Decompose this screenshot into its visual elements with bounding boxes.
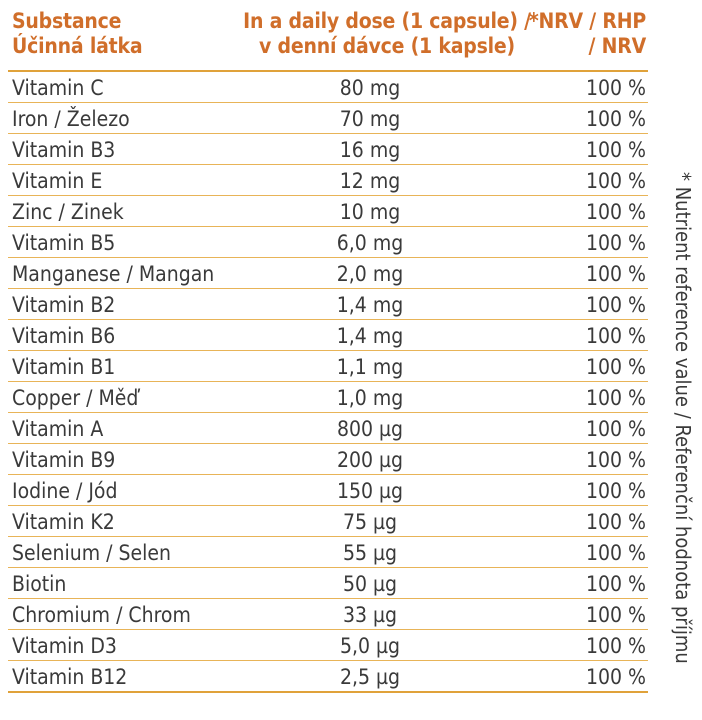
cell-dose: 75 µg — [342, 510, 398, 534]
cell-nrv: 100 % — [585, 417, 646, 441]
header-nrv: *NRV / RHP / NRV — [528, 9, 646, 58]
cell-dose: 70 mg — [339, 107, 401, 131]
footnote-nrv: * Nutrient reference value / Referenční … — [671, 172, 695, 664]
table-row: Vitamin A 800 µg 100 % — [8, 413, 648, 444]
cell-substance: Iodine / Jód — [12, 479, 118, 503]
cell-nrv: 100 % — [585, 479, 646, 503]
table-row: Vitamin B1 1,1 mg 100 % — [8, 351, 648, 382]
cell-substance: Vitamin B5 — [12, 231, 116, 255]
cell-substance: Vitamin C — [12, 76, 104, 100]
cell-dose: 12 mg — [339, 169, 401, 193]
header-substance: Substance Účinná látka — [12, 9, 143, 58]
table-row: Vitamin B9 200 µg 100 % — [8, 444, 648, 475]
table-body: Vitamin C 80 mg 100 % Iron / Železo 70 mg 100… — [8, 72, 648, 693]
cell-nrv: 100 % — [585, 76, 646, 100]
table-header: Substance Účinná látka In a daily dose (… — [8, 6, 648, 72]
cell-substance: Biotin — [12, 572, 67, 596]
cell-substance: Vitamin B2 — [12, 293, 116, 317]
cell-substance: Iron / Železo — [12, 107, 130, 131]
cell-nrv: 100 % — [585, 138, 646, 162]
table-row: Selenium / Selen 55 µg 100 % — [8, 537, 648, 568]
cell-substance: Vitamin D3 — [12, 634, 117, 658]
table-row: Copper / Měď 1,0 mg 100 % — [8, 382, 648, 413]
cell-substance: Chromium / Chrom — [12, 603, 191, 627]
cell-nrv: 100 % — [585, 200, 646, 224]
cell-nrv: 100 % — [585, 293, 646, 317]
cell-dose: 1,0 mg — [336, 386, 404, 410]
cell-substance: Copper / Měď — [12, 386, 139, 410]
cell-nrv: 100 % — [585, 355, 646, 379]
table-row: Zinc / Zinek 10 mg 100 % — [8, 196, 648, 227]
cell-substance: Vitamin B1 — [12, 355, 116, 379]
cell-dose: 55 µg — [342, 541, 398, 565]
cell-nrv: 100 % — [585, 107, 646, 131]
cell-dose: 50 µg — [342, 572, 398, 596]
table-row: Iron / Železo 70 mg 100 % — [8, 103, 648, 134]
table-row: Vitamin E 12 mg 100 % — [8, 165, 648, 196]
cell-dose: 150 µg — [336, 479, 404, 503]
cell-substance: Manganese / Mangan — [12, 262, 215, 286]
table-row: Vitamin B5 6,0 mg 100 % — [8, 227, 648, 258]
cell-dose: 6,0 mg — [336, 231, 404, 255]
cell-dose: 1,4 mg — [336, 293, 404, 317]
cell-dose: 16 mg — [339, 138, 401, 162]
cell-substance: Vitamin K2 — [12, 510, 115, 534]
table-row: Vitamin D3 5,0 µg 100 % — [8, 630, 648, 661]
cell-dose: 10 mg — [339, 200, 401, 224]
cell-nrv: 100 % — [585, 448, 646, 472]
cell-substance: Zinc / Zinek — [12, 200, 124, 224]
cell-nrv: 100 % — [585, 169, 646, 193]
cell-substance: Vitamin B6 — [12, 324, 116, 348]
cell-substance: Vitamin A — [12, 417, 104, 441]
cell-nrv: 100 % — [585, 665, 646, 689]
table-row: Vitamin B12 2,5 µg 100 % — [8, 661, 648, 693]
cell-nrv: 100 % — [585, 634, 646, 658]
cell-dose: 33 µg — [342, 603, 398, 627]
cell-dose: 200 µg — [336, 448, 404, 472]
cell-dose: 5,0 µg — [339, 634, 401, 658]
cell-nrv: 100 % — [585, 541, 646, 565]
table-row: Chromium / Chrom 33 µg 100 % — [8, 599, 648, 630]
table-row: Vitamin B3 16 mg 100 % — [8, 134, 648, 165]
cell-dose: 2,5 µg — [339, 665, 401, 689]
cell-nrv: 100 % — [585, 572, 646, 596]
table-row: Vitamin B2 1,4 mg 100 % — [8, 289, 648, 320]
cell-substance: Vitamin B12 — [12, 665, 128, 689]
table-row: Vitamin B6 1,4 mg 100 % — [8, 320, 648, 351]
cell-substance: Vitamin B3 — [12, 138, 116, 162]
table-row: Manganese / Mangan 2,0 mg 100 % — [8, 258, 648, 289]
cell-substance: Vitamin E — [12, 169, 103, 193]
table-row: Vitamin C 80 mg 100 % — [8, 72, 648, 103]
cell-dose: 2,0 mg — [336, 262, 404, 286]
header-daily-dose: In a daily dose (1 capsule) / v denní dá… — [243, 9, 531, 58]
cell-dose: 80 mg — [339, 76, 401, 100]
cell-dose: 1,1 mg — [336, 355, 404, 379]
table-row: Biotin 50 µg 100 % — [8, 568, 648, 599]
cell-dose: 1,4 mg — [336, 324, 404, 348]
cell-nrv: 100 % — [585, 510, 646, 534]
cell-nrv: 100 % — [585, 386, 646, 410]
cell-dose: 800 µg — [336, 417, 404, 441]
nutrition-table: Substance Účinná látka In a daily dose (… — [8, 6, 648, 693]
cell-nrv: 100 % — [585, 231, 646, 255]
cell-nrv: 100 % — [585, 603, 646, 627]
cell-nrv: 100 % — [585, 262, 646, 286]
table-row: Iodine / Jód 150 µg 100 % — [8, 475, 648, 506]
cell-substance: Selenium / Selen — [12, 541, 171, 565]
cell-nrv: 100 % — [585, 324, 646, 348]
table-row: Vitamin K2 75 µg 100 % — [8, 506, 648, 537]
cell-substance: Vitamin B9 — [12, 448, 116, 472]
